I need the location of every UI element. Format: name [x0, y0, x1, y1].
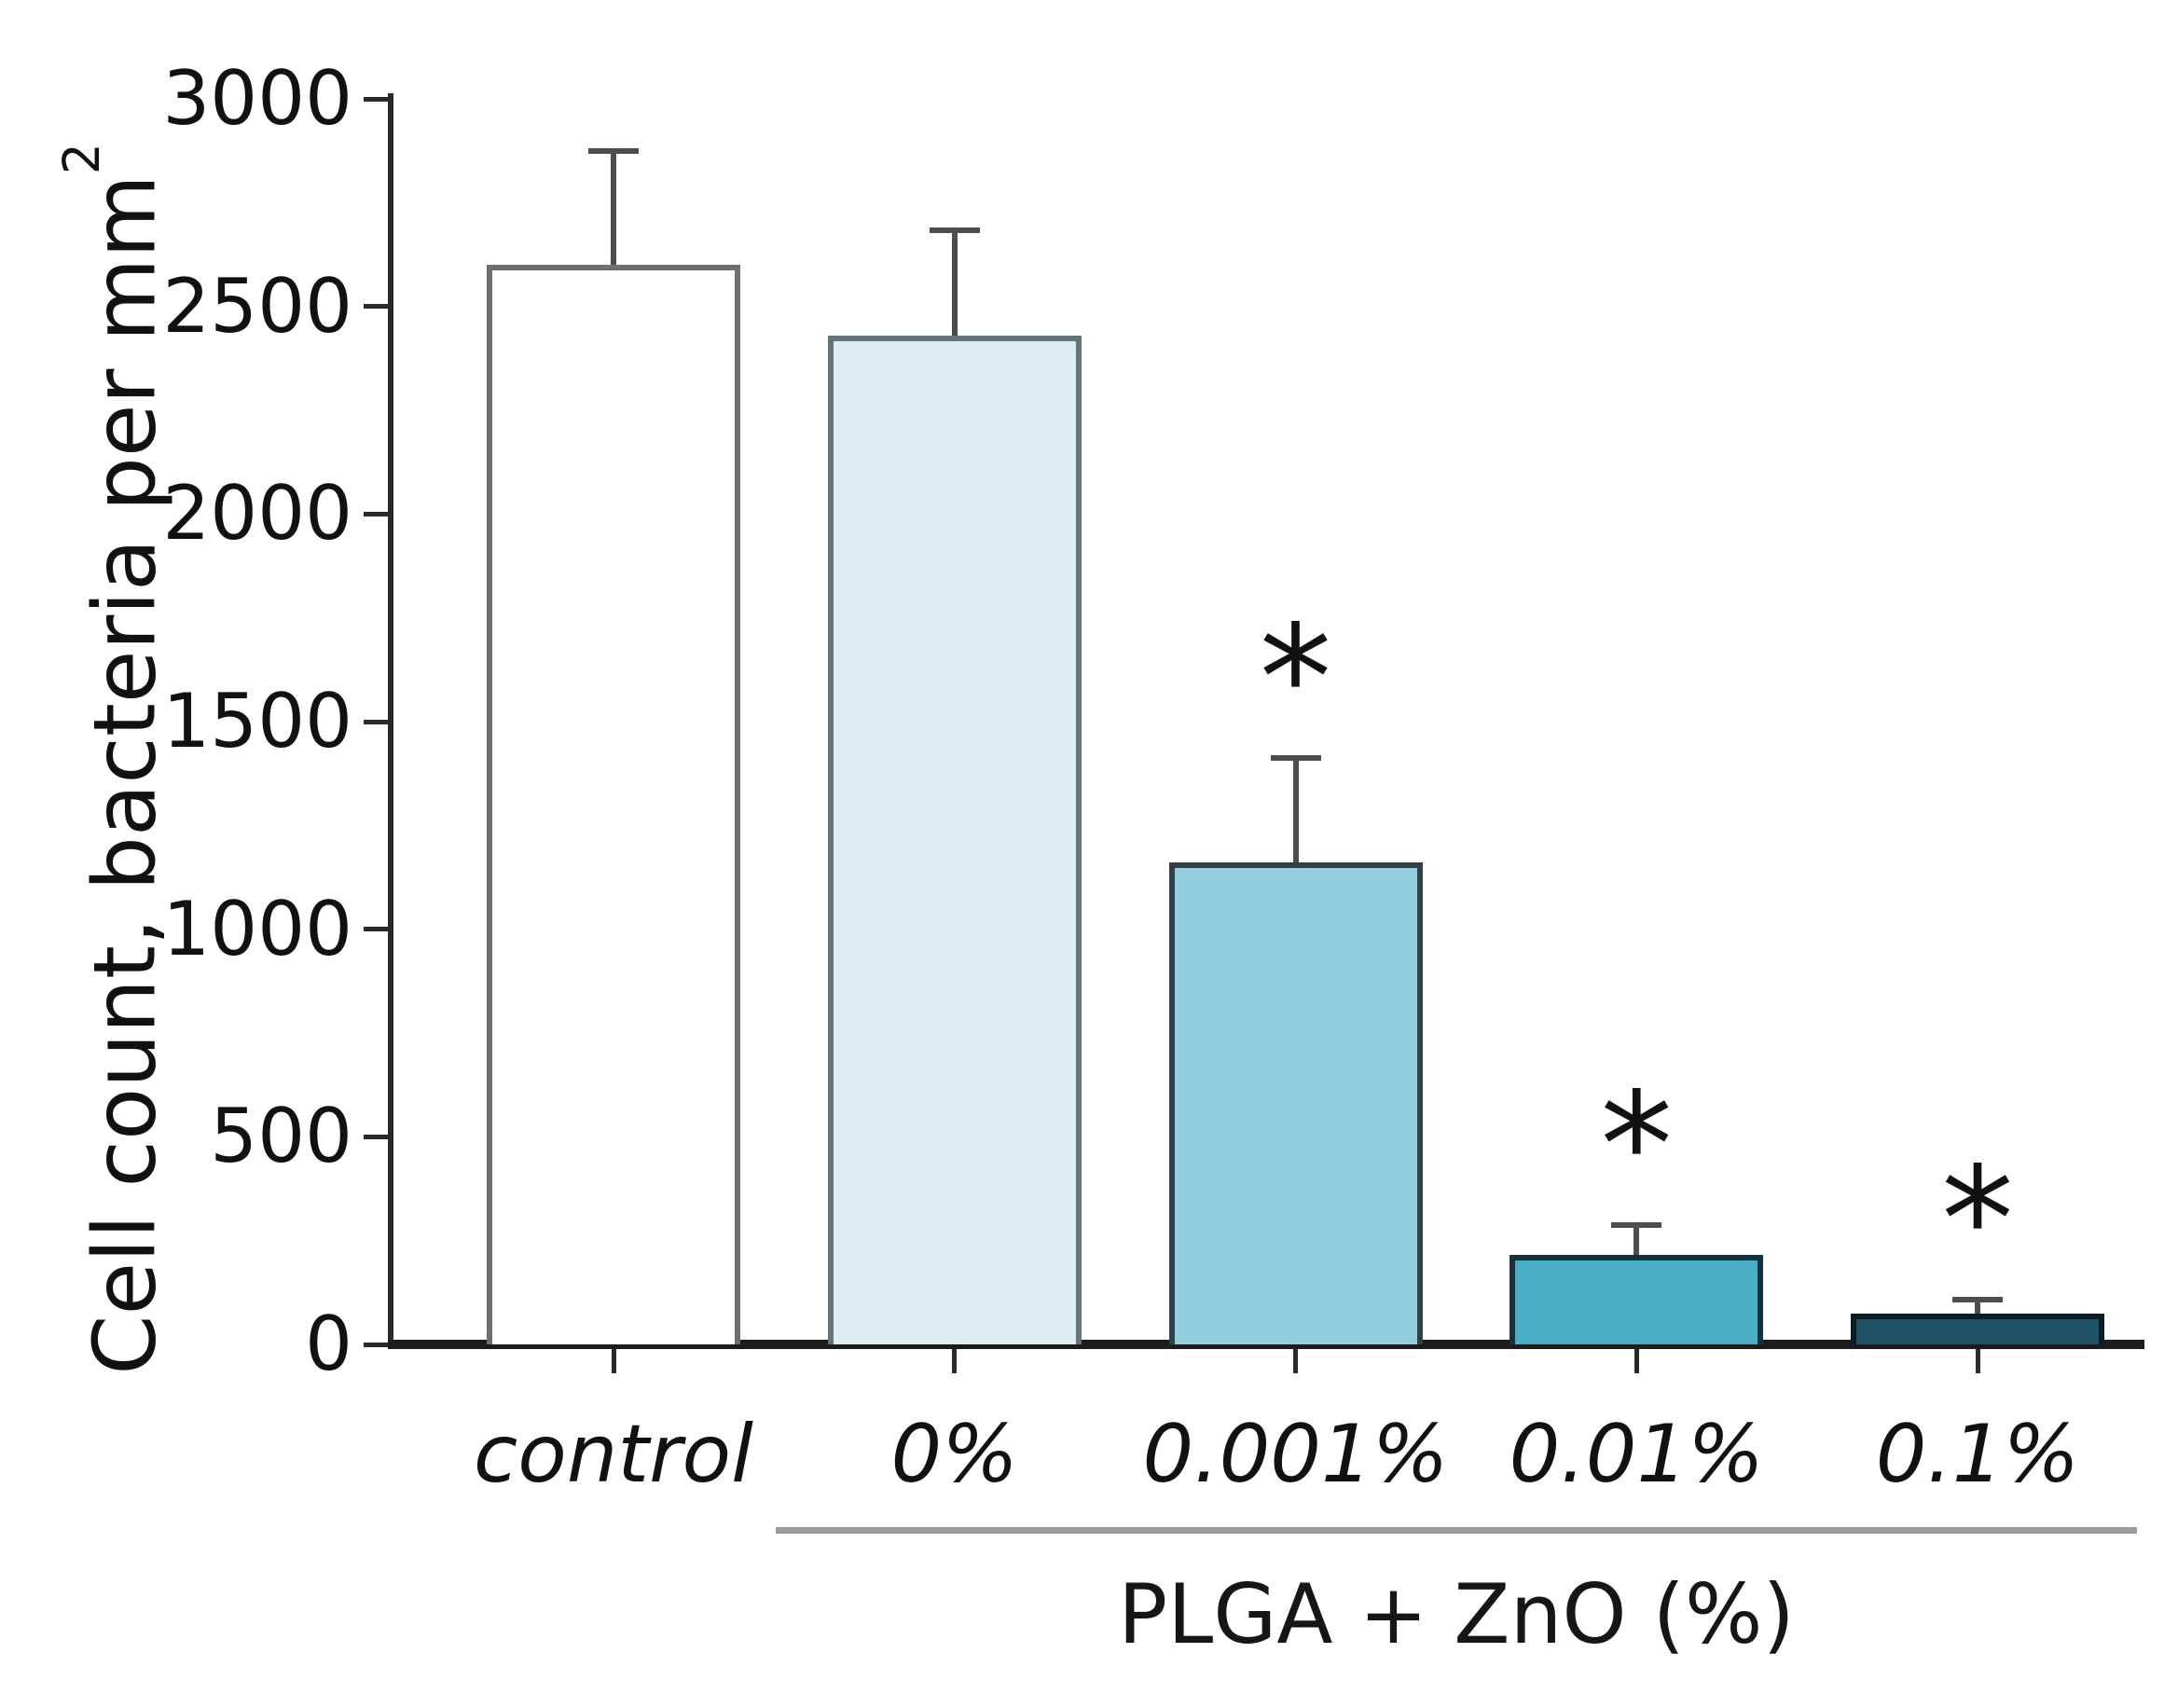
error-bar-stem-0.001%	[1292, 754, 1299, 863]
x-axis-tick-0.1%	[1975, 1349, 1980, 1373]
error-bar-cap-0.001%	[1270, 754, 1321, 761]
x-axis-category-label-0%: 0%	[890, 1408, 1018, 1501]
x-axis-tick-0.01%	[1634, 1349, 1639, 1373]
bar-0.001%	[1168, 862, 1423, 1344]
x-axis-category-label-0.001%: 0.001%	[1142, 1408, 1449, 1501]
x-axis-category-label-control: control	[474, 1408, 753, 1501]
error-bar-stem-0%	[951, 227, 958, 336]
error-bar-cap-0.01%	[1611, 1221, 1662, 1228]
x-axis-tick-control	[611, 1349, 616, 1373]
error-bar-stem-0.1%	[1975, 1296, 1980, 1314]
y-axis-spine	[388, 93, 393, 1349]
x-axis-category-label-0.01%: 0.01%	[1509, 1408, 1764, 1501]
y-axis-tick-label-3000: 3000	[162, 55, 352, 142]
error-bar-stem-0.01%	[1634, 1221, 1640, 1256]
y-axis-tick-label-500: 500	[210, 1093, 352, 1180]
error-bar-cap-0.1%	[1952, 1296, 2003, 1302]
y-axis-tick-1000	[364, 927, 388, 932]
significance-asterisk-0.001%: *	[1259, 593, 1332, 763]
y-axis-tick-1500	[364, 719, 388, 724]
y-axis-tick-label-1500: 1500	[162, 678, 352, 764]
significance-asterisk-0.1%: *	[1941, 1135, 2014, 1304]
x-axis-tick-0%	[952, 1349, 958, 1373]
group-underline	[776, 1527, 2137, 1534]
y-axis-tick-2500	[364, 304, 388, 310]
x-axis-group-label: PLGA + ZnO (%)	[1118, 1566, 1795, 1662]
bar-0%	[827, 335, 1082, 1344]
error-bar-cap-control	[588, 148, 639, 155]
x-axis-tick-0.001%	[1293, 1349, 1298, 1373]
y-axis-tick-label-1000: 1000	[162, 885, 352, 972]
y-axis-tick-2000	[364, 511, 388, 517]
error-bar-stem-control	[611, 148, 616, 266]
bar-0.01%	[1509, 1255, 1764, 1344]
significance-asterisk-0.01%: *	[1600, 1060, 1674, 1230]
bar-control	[487, 265, 740, 1344]
error-bar-cap-0%	[929, 227, 980, 234]
x-axis-category-label-0.1%: 0.1%	[1875, 1408, 2080, 1501]
bar-0.1%	[1851, 1313, 2104, 1344]
y-axis-tick-label-2500: 2500	[162, 262, 352, 350]
x-axis-baseline	[388, 1340, 2144, 1349]
y-axis-tick-3000	[364, 96, 388, 102]
y-axis-tick-label-2000: 2000	[162, 470, 352, 558]
y-axis-tick-label-0: 0	[305, 1301, 352, 1387]
y-axis-tick-500	[364, 1134, 388, 1139]
y-axis-tick-0	[364, 1342, 388, 1347]
